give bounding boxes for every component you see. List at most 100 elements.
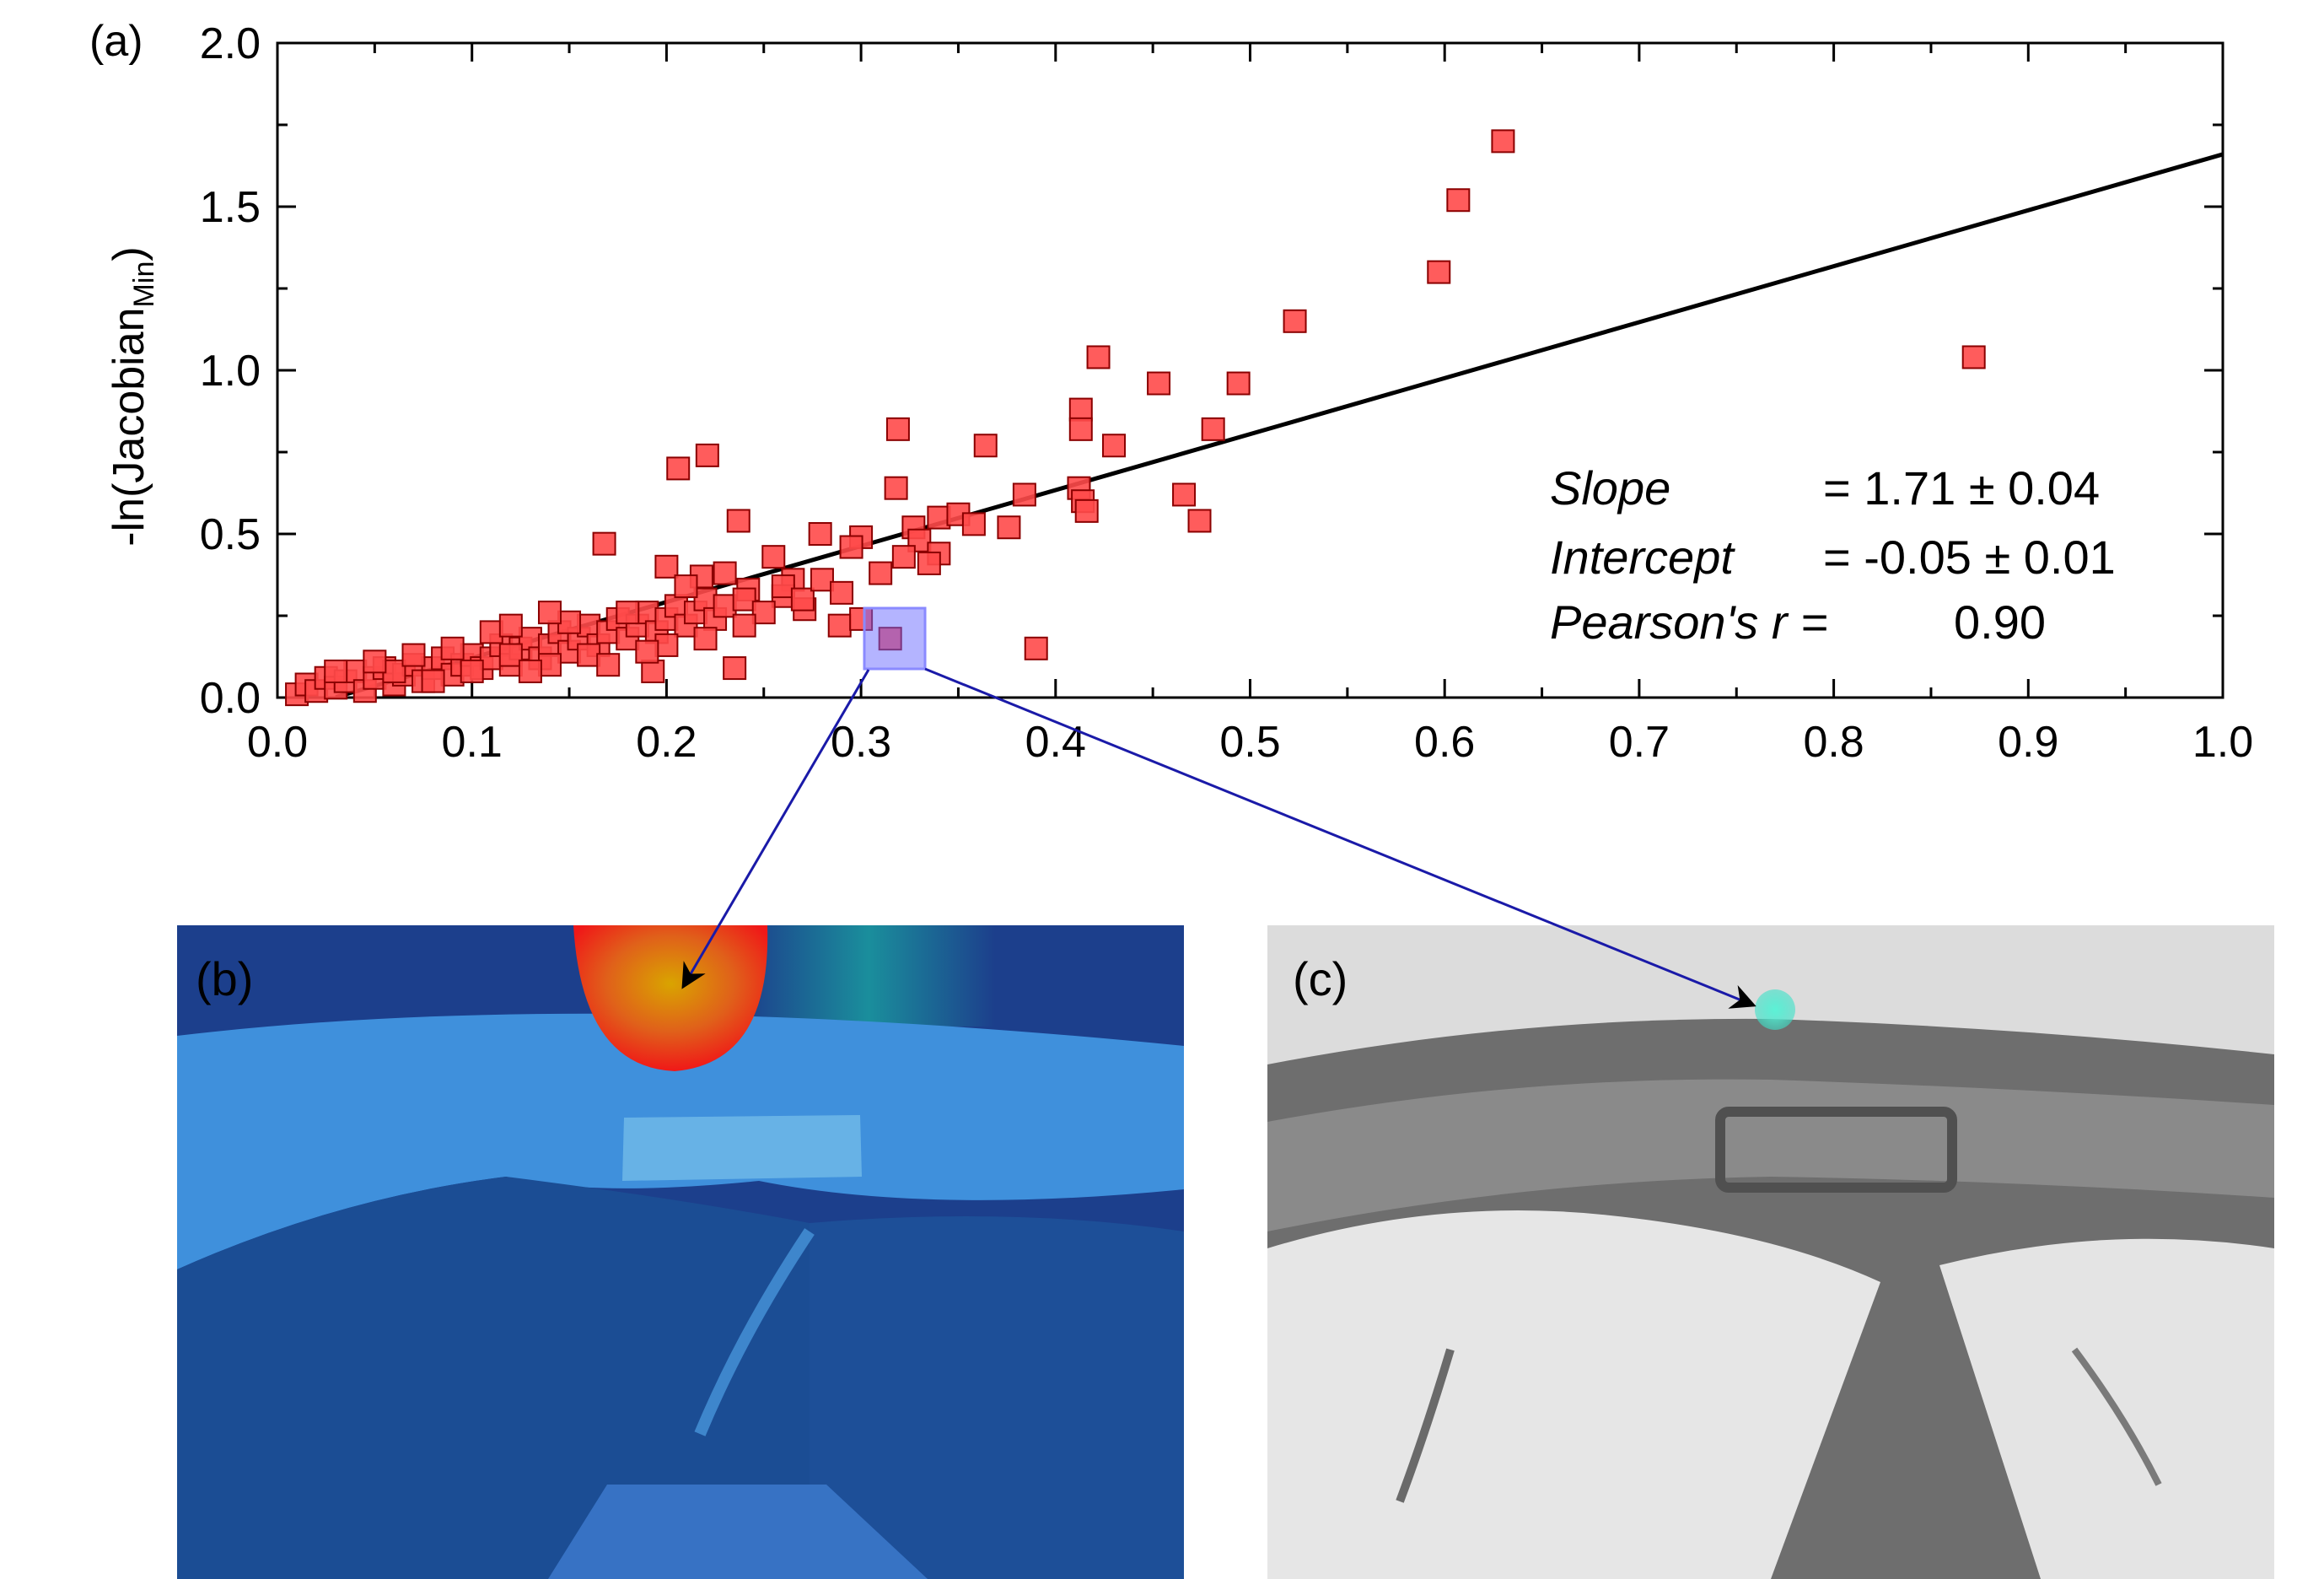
data-point	[1147, 371, 1171, 396]
data-point	[726, 509, 750, 533]
slope-value: = 1.71 ± 0.04	[1823, 461, 2100, 515]
highlight-box	[863, 606, 927, 671]
panel-b-label: (b)	[196, 952, 253, 1005]
data-point	[1102, 434, 1127, 458]
data-point	[537, 601, 562, 625]
x-tick-label: 0.7	[1609, 718, 1670, 767]
x-tick-label: 0.9	[1998, 718, 2058, 767]
data-point	[790, 587, 815, 612]
intercept-value: = -0.05 ± 0.01	[1823, 531, 2116, 584]
data-point	[654, 554, 679, 579]
axis-ticks	[276, 41, 2224, 699]
data-point	[713, 594, 737, 618]
data-point	[460, 659, 484, 683]
data-point	[616, 601, 640, 625]
data-point	[1961, 345, 1986, 369]
fit-statistics: Slope = 1.71 ± 0.04 Intercept = -0.05 ± …	[1550, 461, 2116, 649]
intercept-label: Intercept	[1550, 531, 1735, 584]
data-point	[869, 561, 893, 585]
plot-frame	[276, 41, 2224, 699]
pearson-value: 0.90	[1954, 595, 2046, 649]
x-tick-label: 0.1	[442, 718, 503, 767]
panel-a-label: (a)	[89, 17, 143, 66]
x-tick-label: 0.6	[1414, 718, 1475, 767]
data-point	[885, 417, 910, 441]
data-point	[518, 659, 542, 683]
data-point	[695, 443, 719, 467]
data-point	[884, 476, 908, 500]
data-point	[557, 610, 582, 634]
data-point	[1226, 371, 1251, 396]
data-point	[723, 656, 747, 681]
data-point	[839, 535, 863, 559]
data-point	[1187, 509, 1212, 533]
pearson-label: Pearson's r =	[1550, 595, 1828, 649]
data-point	[654, 633, 679, 657]
data-point	[324, 659, 348, 683]
slope-label: Slope	[1550, 461, 1670, 515]
data-point	[973, 434, 998, 458]
data-point	[596, 653, 621, 677]
data-point	[421, 669, 445, 693]
x-tick-label: 0.4	[1025, 718, 1086, 767]
data-point	[771, 574, 795, 599]
arrow-to-panel-b	[681, 669, 870, 989]
x-tick-label: 0.8	[1803, 718, 1864, 767]
panel-c-label: (c)	[1293, 952, 1348, 1005]
y-tick-label: 1.0	[200, 347, 261, 396]
x-tick-label: 0.3	[831, 718, 891, 767]
data-point	[363, 649, 387, 674]
data-point	[674, 574, 698, 599]
panel-c-image	[1267, 925, 2274, 1579]
data-point	[666, 456, 691, 481]
data-point	[1074, 498, 1099, 523]
arrow-to-panel-c	[924, 667, 1756, 1009]
panel-b-image	[177, 925, 1184, 1579]
data-point	[440, 636, 465, 660]
data-point	[1068, 397, 1093, 422]
data-point	[830, 580, 854, 605]
data-point	[827, 613, 852, 638]
data-point	[808, 522, 832, 546]
data-point	[961, 512, 986, 536]
data-point	[1427, 260, 1451, 284]
axis-tick-labels: 0.0 0.1 0.2 0.3 0.4 0.5 0.6 0.7 0.8 0.9 1.0 0.0 0.5 1…	[200, 19, 2253, 767]
x-tick-label: 0.5	[1219, 718, 1280, 767]
data-point	[1172, 482, 1197, 507]
y-tick-label: 2.0	[200, 19, 261, 68]
data-point	[498, 643, 523, 667]
y-tick-label: 0.5	[200, 510, 261, 559]
data-point	[732, 613, 756, 638]
data-point	[810, 568, 834, 592]
data-point	[1491, 129, 1515, 154]
data-point	[927, 505, 951, 530]
data-point	[1201, 417, 1225, 441]
data-point	[917, 551, 941, 575]
data-point	[751, 601, 776, 625]
y-tick-label: 0.0	[200, 674, 261, 723]
data-points	[285, 129, 1986, 707]
data-point	[1012, 482, 1036, 507]
x-tick-label: 0.0	[247, 718, 308, 767]
data-point	[1068, 417, 1093, 441]
data-point	[1283, 309, 1307, 333]
data-point	[1086, 345, 1111, 369]
data-point	[1446, 188, 1471, 213]
y-tick-label: 1.5	[200, 183, 261, 232]
data-point	[1024, 636, 1048, 660]
data-point	[693, 627, 718, 651]
data-point	[713, 561, 737, 585]
data-point	[401, 643, 426, 667]
data-point	[641, 659, 665, 683]
x-tick-label: 1.0	[2192, 718, 2253, 767]
data-point	[693, 587, 718, 612]
data-point	[732, 587, 756, 612]
data-point	[592, 531, 616, 556]
x-tick-label: 0.2	[636, 718, 697, 767]
highlight-dot	[1755, 989, 1795, 1030]
data-point	[498, 613, 523, 638]
data-point	[997, 515, 1021, 540]
scatter-chart: 0.0 0.1 0.2 0.3 0.4 0.5 0.6 0.7 0.8 0.9 1.0 0.0 0.5 1…	[105, 19, 2253, 767]
data-point	[635, 639, 659, 664]
